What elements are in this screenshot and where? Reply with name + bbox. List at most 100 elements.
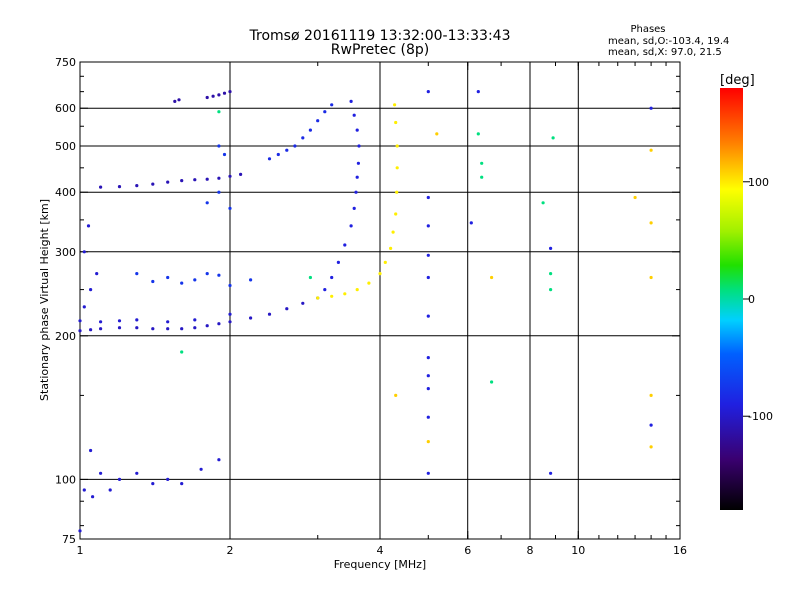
data-point xyxy=(228,283,232,288)
data-point xyxy=(378,272,382,276)
chart-subtitle: RwPretec (8p) xyxy=(331,42,429,58)
y-tick-label: 200 xyxy=(55,330,76,343)
data-point xyxy=(301,136,305,140)
data-point xyxy=(99,471,103,475)
data-point xyxy=(180,327,184,331)
data-point xyxy=(228,206,232,210)
data-point xyxy=(249,278,253,282)
data-point xyxy=(117,326,122,330)
data-point xyxy=(389,246,393,250)
data-point xyxy=(89,288,93,292)
data-point xyxy=(649,275,653,280)
data-point xyxy=(78,529,82,533)
y-axis-label: Stationary phase Virtual Height [km] xyxy=(38,199,51,401)
y-axis-ticks: 75 100 200 300 400 500 600 750 xyxy=(55,56,680,546)
data-point xyxy=(330,294,334,298)
data-point xyxy=(426,471,430,475)
data-point xyxy=(89,328,93,332)
data-point xyxy=(228,174,232,178)
data-point xyxy=(394,212,398,216)
data-point xyxy=(343,243,347,247)
grid-lines xyxy=(80,62,680,539)
data-point xyxy=(426,195,430,200)
data-point xyxy=(426,356,430,360)
data-point xyxy=(82,250,86,254)
data-point xyxy=(217,322,221,326)
data-point xyxy=(205,324,209,328)
data-point xyxy=(395,144,399,148)
data-point xyxy=(343,292,347,296)
colorbar-label: [deg] xyxy=(720,73,755,88)
data-point xyxy=(476,132,480,136)
x-tick-label: 2 xyxy=(227,544,234,557)
data-point xyxy=(205,177,209,181)
scatter-points xyxy=(78,90,653,533)
data-point xyxy=(549,272,553,276)
colorbar-tick-label: 100 xyxy=(748,176,769,189)
data-point xyxy=(91,495,95,499)
data-point xyxy=(89,448,93,453)
data-point xyxy=(395,190,399,194)
data-point xyxy=(633,195,637,200)
data-point xyxy=(166,320,170,324)
data-point xyxy=(222,152,227,157)
data-point xyxy=(490,380,494,384)
data-point xyxy=(316,296,320,300)
data-point xyxy=(217,93,221,97)
data-point xyxy=(355,288,359,292)
data-point xyxy=(308,275,312,280)
data-point xyxy=(166,180,170,184)
data-point xyxy=(330,103,334,107)
data-point xyxy=(193,178,197,182)
data-point xyxy=(217,458,221,462)
data-point xyxy=(193,278,197,282)
data-point xyxy=(316,119,320,123)
data-point xyxy=(95,272,99,276)
data-point xyxy=(649,148,653,152)
data-point xyxy=(352,206,356,210)
data-point xyxy=(217,273,221,277)
data-point xyxy=(193,326,197,330)
data-point xyxy=(205,272,209,276)
data-point xyxy=(180,350,184,354)
data-point xyxy=(426,275,430,280)
data-point xyxy=(336,260,340,264)
x-tick-label: 16 xyxy=(673,544,687,557)
data-point xyxy=(177,98,181,102)
data-point xyxy=(480,175,484,179)
data-point xyxy=(228,320,232,324)
y-tick-label: 750 xyxy=(55,56,76,69)
data-point xyxy=(99,185,103,189)
data-point xyxy=(135,318,139,322)
data-point xyxy=(180,179,184,183)
data-point xyxy=(228,312,232,316)
data-point xyxy=(549,246,553,250)
data-point xyxy=(135,184,139,188)
x-tick-label: 10 xyxy=(571,544,585,557)
data-point xyxy=(193,318,197,322)
data-point xyxy=(330,275,334,280)
data-point xyxy=(239,172,243,176)
data-point xyxy=(426,415,430,419)
data-point xyxy=(469,221,473,225)
data-point xyxy=(649,445,653,449)
data-point xyxy=(649,106,653,110)
data-point xyxy=(480,161,484,165)
data-point xyxy=(166,477,170,481)
data-point xyxy=(391,230,395,234)
data-point xyxy=(394,393,398,397)
data-point xyxy=(323,288,327,292)
data-point xyxy=(276,152,280,157)
colorbar-ticks: 100 0 -100 xyxy=(743,176,773,423)
data-point xyxy=(249,316,253,320)
data-point xyxy=(205,201,209,205)
data-point xyxy=(99,327,103,331)
data-point xyxy=(117,319,122,323)
data-point xyxy=(285,307,289,311)
x-axis-ticks: 1 2 4 6 8 10 16 xyxy=(77,62,687,557)
data-point xyxy=(82,305,86,309)
chart-title: Tromsø 20161119 13:32:00-13:33:43 xyxy=(249,28,511,44)
x-tick-label: 6 xyxy=(464,544,471,557)
data-point xyxy=(117,477,122,481)
data-point xyxy=(228,90,232,94)
